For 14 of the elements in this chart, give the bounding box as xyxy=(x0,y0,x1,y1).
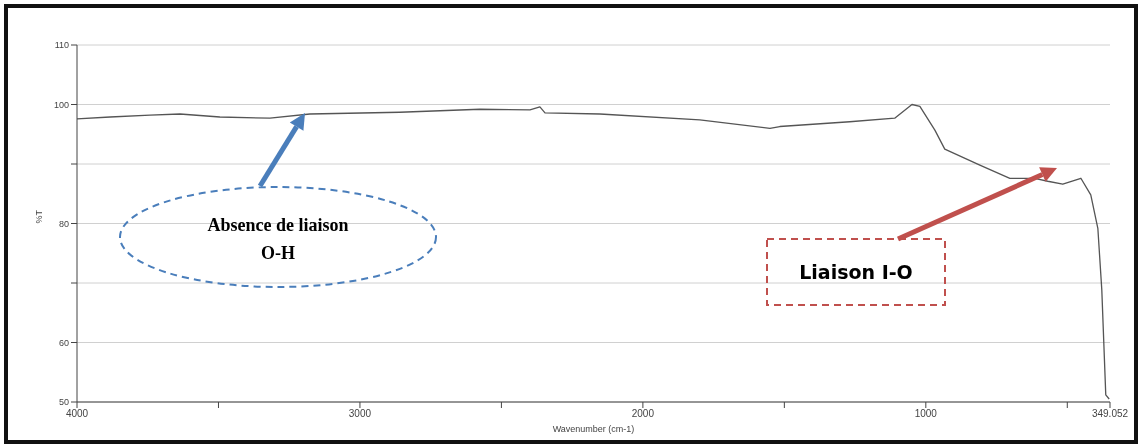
x-tick-label: 2000 xyxy=(631,408,655,420)
x-tick-label: 349.052 xyxy=(1091,408,1129,420)
y-tick-label: 60 xyxy=(58,337,69,348)
y-axis-title: %T xyxy=(34,209,45,224)
y-tick-label: 80 xyxy=(58,218,69,229)
y-tick-label: 110 xyxy=(54,40,69,51)
x-tick-label: 1000 xyxy=(914,408,938,420)
x-tick-label: 4000 xyxy=(65,408,89,420)
annotation: Absence de liaison O-H xyxy=(207,215,349,263)
x-tick-label: 3000 xyxy=(348,408,372,420)
y-tick-label: 50 xyxy=(58,397,69,408)
annotation: Liaison I-O xyxy=(799,261,913,283)
y-tick-label: 100 xyxy=(53,99,69,110)
x-axis-title: Wavenumber (cm-1) xyxy=(552,424,635,434)
